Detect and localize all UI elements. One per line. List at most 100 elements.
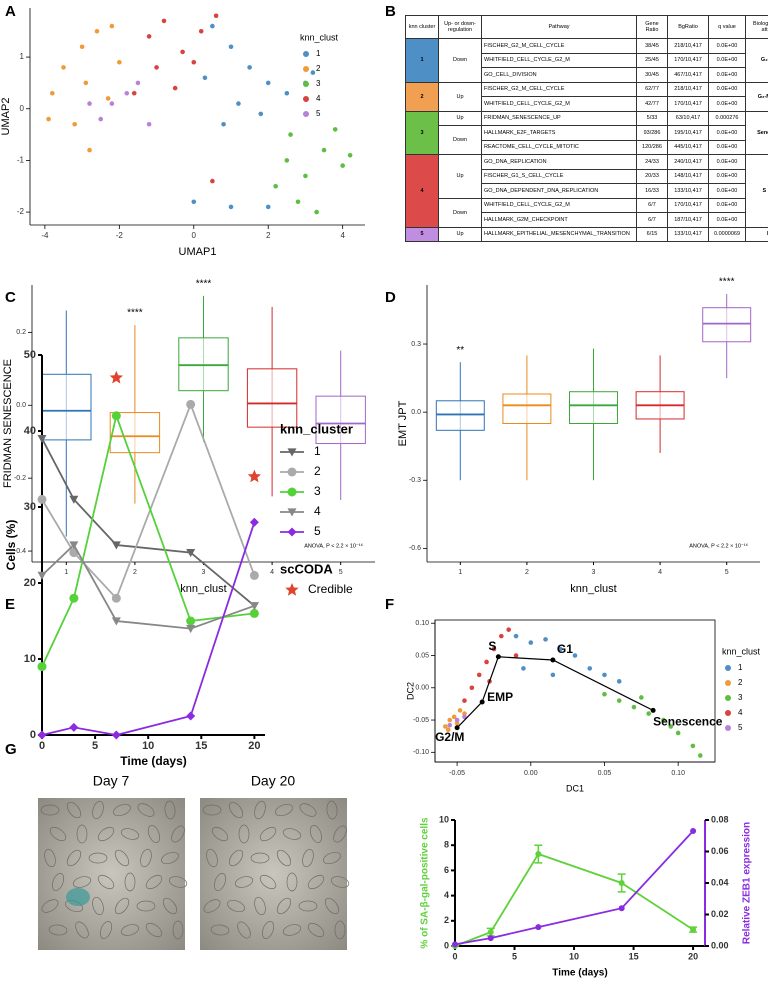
- header-cell: Up- or down-regulation: [438, 15, 482, 39]
- data-point: [154, 65, 159, 70]
- cluster-cell: 2: [405, 81, 439, 112]
- table-cell: 63/10,417: [667, 110, 709, 126]
- data-point: [258, 111, 264, 117]
- cluster-cell: 4: [405, 154, 439, 228]
- x-tick-label: -4: [41, 231, 49, 240]
- table-cell: 0.0E+00: [708, 154, 746, 170]
- table-row: 2 Up FISCHER_G2_M_CELL_CYCLE 62/77 218/10,41…: [405, 81, 768, 112]
- direction-cell: Up: [438, 81, 482, 112]
- cluster-cell: 3: [405, 110, 439, 155]
- cell: [114, 849, 130, 867]
- y-tick-label: -0.6: [409, 545, 421, 552]
- y-tick-label: -0.3: [409, 477, 421, 484]
- x-tick-label: 5: [725, 569, 729, 576]
- data-point: [447, 717, 453, 723]
- data-point: [661, 717, 666, 723]
- data-point: [506, 627, 511, 632]
- table-cell: 148/10,417: [667, 168, 709, 184]
- y-tick-label: 6: [444, 865, 449, 875]
- significance-label: ****: [719, 277, 735, 288]
- x-tick-label: 4: [270, 569, 274, 576]
- marker: [111, 617, 121, 626]
- marker: [535, 924, 542, 931]
- header-cell: BgRatio: [667, 15, 709, 39]
- y-tick-label: 0.02: [711, 909, 729, 919]
- y-tick-label: 0.0: [16, 402, 26, 409]
- x-tick-label: -2: [116, 231, 124, 240]
- table-cell: WHITFIELD_CELL_CYCLE_G2_M: [481, 96, 637, 112]
- credible-star: [109, 370, 123, 384]
- data-point: [221, 121, 226, 127]
- panel-letter: F: [385, 596, 394, 613]
- stained-cell: [66, 888, 90, 906]
- legend-label: 2: [738, 678, 743, 687]
- photo-title: Day 20: [251, 773, 296, 789]
- data-point: [528, 640, 534, 645]
- y-tick-label: 10: [24, 653, 36, 665]
- table-cell: 133/10,417: [667, 183, 709, 199]
- table-cell: FISCHER_G2_M_CELL_CYCLE: [481, 81, 637, 97]
- table-row: Down HALLMARK_E2F_TARGETS 93/286 195/10,417…: [406, 125, 768, 155]
- credible-star: [247, 469, 261, 483]
- data-point: [98, 116, 104, 122]
- cell: [298, 900, 318, 912]
- function-cell: EMP: [745, 226, 768, 242]
- table-cell: 170/10,417: [667, 96, 709, 112]
- table-cell: 0.0E+00: [708, 81, 746, 97]
- y-tick-label: -0.10: [413, 749, 429, 756]
- cell: [171, 825, 185, 843]
- cell: [275, 803, 293, 817]
- header-cell: q value: [708, 15, 746, 39]
- y-tick-label: 0.00: [415, 685, 429, 692]
- cell: [323, 851, 341, 865]
- x-axis-title: DC1: [566, 783, 584, 793]
- data-point: [247, 65, 252, 70]
- data-point: [668, 724, 674, 729]
- table-cell: 6/7: [636, 212, 668, 228]
- x-tick-label: 4: [340, 231, 345, 240]
- data-point: [340, 163, 345, 168]
- table-cell: 218/10,417: [667, 38, 709, 54]
- table-cell: FISCHER_G1_S_CELL_CYCLE: [481, 168, 637, 184]
- data-point: [543, 637, 548, 642]
- cell: [66, 801, 82, 819]
- cell: [76, 824, 88, 844]
- x-axis-title: knn_clust: [180, 583, 226, 595]
- data-point: [172, 85, 178, 91]
- cell: [97, 874, 115, 890]
- data-point: [94, 28, 100, 34]
- data-point: [109, 101, 115, 106]
- cell: [168, 876, 188, 888]
- function-cell: S phase: [745, 154, 768, 228]
- data-point: [646, 711, 651, 716]
- box: [702, 307, 752, 343]
- data-point: [484, 659, 489, 665]
- marker: [37, 730, 47, 740]
- legend-label: 4: [738, 708, 743, 717]
- cell: [92, 896, 104, 916]
- marker: [111, 541, 121, 550]
- marker: [186, 399, 196, 409]
- y-tick-label: -0.05: [413, 717, 429, 724]
- data-point: [303, 173, 308, 179]
- data-point: [284, 158, 290, 163]
- data-point: [314, 209, 319, 215]
- trajectory-node: [495, 654, 501, 660]
- cell: [237, 921, 251, 939]
- legend-marker: [303, 51, 309, 57]
- data-point: [457, 708, 463, 713]
- cell: [48, 924, 68, 936]
- box: [569, 391, 618, 424]
- data-point: [265, 80, 271, 86]
- table-cell: 38/45: [636, 38, 668, 54]
- y-tick-label: 0.05: [415, 652, 429, 659]
- series-line: [41, 438, 255, 607]
- data-point: [521, 666, 526, 671]
- table-cell: WHITFIELD_CELL_CYCLE_G2_M: [481, 52, 637, 68]
- cell: [259, 874, 277, 890]
- marker: [69, 541, 79, 550]
- y-tick-label: -0.4: [14, 548, 26, 555]
- table-cell: 218/10,417: [667, 81, 709, 97]
- plot-frame: [434, 619, 716, 763]
